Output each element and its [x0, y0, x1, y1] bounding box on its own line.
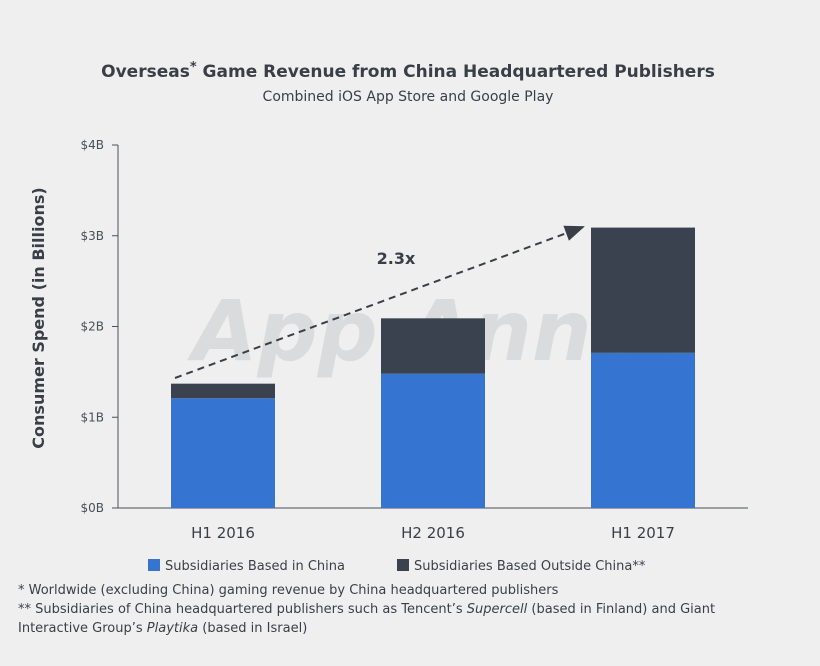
legend-swatch	[148, 559, 160, 571]
footnotes: * Worldwide (excluding China) gaming rev…	[18, 581, 808, 638]
x-tick-label: H1 2017	[611, 524, 675, 542]
footnote-2: ** Subsidiaries of China headquartered p…	[18, 602, 716, 617]
chart-title: Overseas* Game Revenue from China Headqu…	[101, 60, 715, 82]
x-tick-label: H1 2016	[191, 524, 255, 542]
bar-segment-outside-china	[171, 383, 275, 399]
x-tick-label: H2 2016	[401, 524, 465, 542]
y-tick-label: $4B	[80, 138, 104, 152]
bar-segment-outside-china	[381, 318, 485, 374]
footnote-1: * Worldwide (excluding China) gaming rev…	[18, 583, 559, 598]
y-tick-label: $1B	[80, 410, 104, 424]
legend-label: Subsidiaries Based Outside China**	[414, 559, 646, 574]
y-tick-label: $0B	[80, 501, 104, 515]
legend-label: Subsidiaries Based in China	[165, 559, 345, 574]
playtika-text: Playtika	[146, 621, 199, 636]
chart-subtitle: Combined iOS App Store and Google Play	[263, 89, 554, 105]
supercell-text: Supercell	[466, 602, 528, 617]
y-axis-ticks: $0B $1B $2B $3B $4B	[80, 138, 118, 515]
footnote-3: Interactive Group’s Playtika (based in I…	[18, 621, 308, 636]
y-tick-label: $2B	[80, 320, 104, 334]
trend-arrow	[174, 225, 585, 379]
bar-segment-china	[381, 373, 485, 508]
legend-swatch	[397, 559, 409, 571]
bar-segment-china	[591, 352, 695, 508]
y-axis-label: Consumer Spend (in Billions)	[29, 187, 48, 448]
bar-segment-china	[171, 398, 275, 508]
bars	[171, 227, 695, 508]
growth-annotation: 2.3x	[377, 249, 416, 268]
x-axis-ticks: H1 2016 H2 2016 H1 2017	[191, 524, 675, 542]
y-tick-label: $3B	[80, 229, 104, 243]
legend: Subsidiaries Based in China Subsidiaries …	[148, 559, 646, 574]
bar-segment-outside-china	[591, 227, 695, 353]
